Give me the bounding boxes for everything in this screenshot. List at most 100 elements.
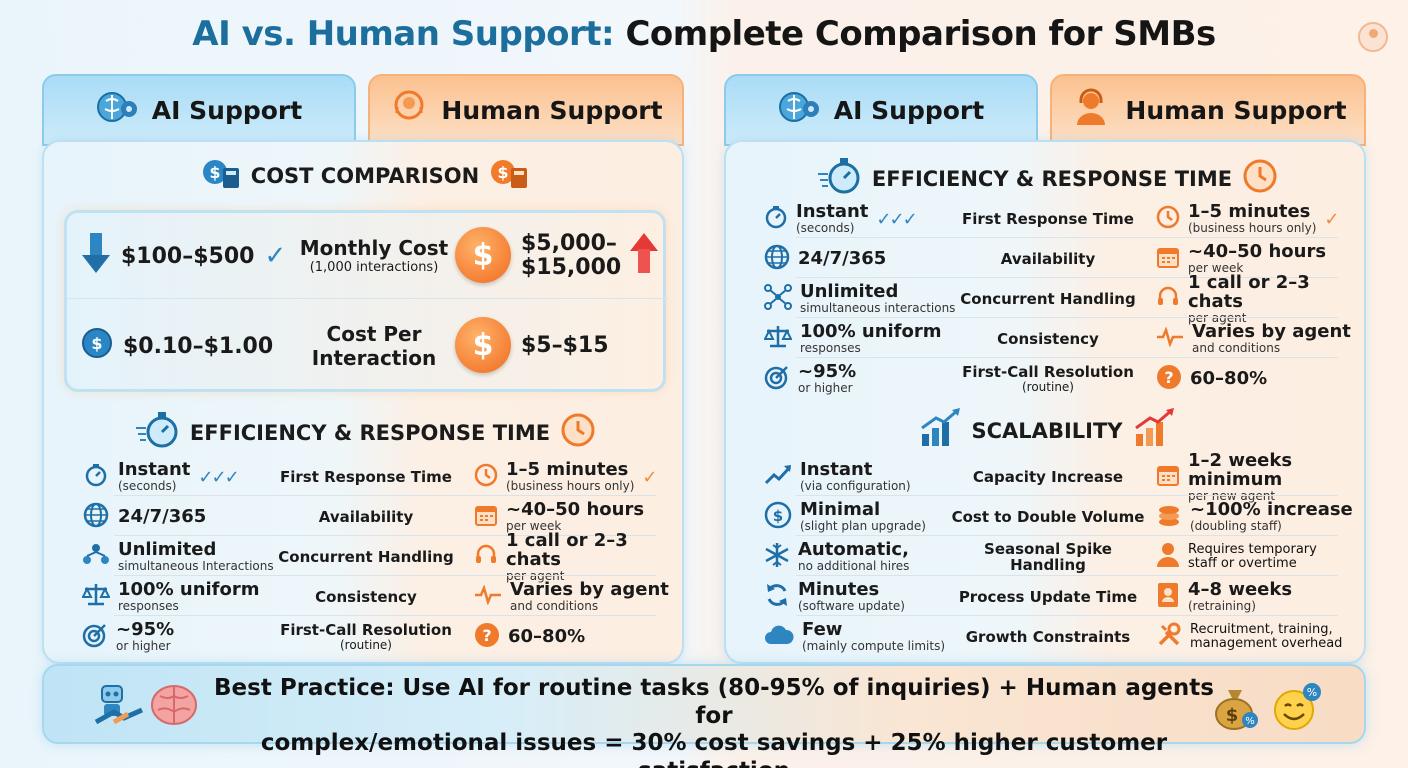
best-practice-text: Best Practice: Use AI for routine tasks … — [194, 675, 1234, 768]
robot-handshake-icon — [92, 682, 146, 738]
stopwatch-icon — [134, 410, 180, 455]
scal-label-text-3: Process Update Time — [958, 587, 1138, 606]
right-eff-label-2: Concurrent Handling — [946, 280, 1150, 318]
scal-ai-sub-4: (mainly compute limits) — [802, 639, 945, 654]
left-eff-human-main-2: 1 call or 2–3 chats — [506, 529, 628, 570]
right-eff-human-3: Varies by agent and conditions — [1156, 320, 1351, 358]
balance-scale-icon — [763, 324, 793, 354]
scal-ai-main-0: Instant — [800, 459, 873, 481]
left-eff-label-2: Concurrent Handling — [264, 538, 468, 576]
cost-ai-monthly-value: $100–$500 — [121, 243, 255, 269]
left-eff-label-text-4: First-Call Resolution — [280, 621, 452, 640]
right-eff-label-sub-4: (routine) — [1021, 379, 1074, 394]
left-eff-human-0: 1–5 minutes (business hours only) ✓ — [474, 458, 658, 496]
scal-ai-sub-3: (software update) — [798, 599, 905, 614]
question-icon: ? — [474, 622, 500, 652]
network-users-icon — [82, 542, 110, 572]
left-eff-label-text-1: Availability — [318, 507, 414, 526]
right-eff-label-text-1: Availability — [1000, 249, 1096, 268]
cost-human-per-interaction: $5–$15 — [521, 303, 609, 389]
left-eff-ai-4: ~95% or higher — [82, 618, 174, 656]
cost-label-per-line2: Interaction — [311, 346, 437, 370]
scal-label-0: Capacity Increase — [946, 458, 1150, 496]
right-eff-ai-sub-0: (seconds) — [796, 221, 855, 236]
scalability-title: SCALABILITY — [971, 418, 1123, 443]
growth-chart-orange-icon — [1132, 408, 1176, 453]
right-eff-row-availability: 24/7/365 Availability ~40–50 hours per we… — [726, 240, 1368, 278]
scal-row-growth: Few (mainly compute limits) Growth Constr… — [726, 618, 1368, 656]
network-nodes-icon — [764, 284, 792, 314]
pulse-wave-icon — [474, 584, 502, 609]
human-head-icon — [389, 87, 429, 133]
dollar-coin-icon: $ — [455, 227, 511, 283]
scal-ai-3: Minutes (software update) — [764, 578, 905, 616]
right-eff-ai-1: 24/7/365 — [764, 240, 886, 278]
right-eff-label-text-0: First Response Time — [962, 209, 1134, 228]
scal-row-cost-double: $ Minimal (slight plan upgrade) Cost to D… — [726, 498, 1368, 536]
up-arrow-icon — [629, 231, 659, 281]
brain-gear-icon — [96, 87, 140, 133]
best-practice-line2: complex/emotional issues = 30% cost savi… — [260, 730, 1168, 768]
right-eff-human-main-1: ~40–50 hours — [1188, 241, 1327, 263]
scal-human-main-0: 1–2 weeks minimum — [1188, 449, 1293, 490]
brain-icon — [148, 682, 200, 734]
target-icon — [764, 364, 790, 394]
clock-icon — [1156, 205, 1180, 233]
headset-icon — [1156, 285, 1180, 313]
cost-comparison-title: COST COMPARISON — [250, 163, 480, 188]
best-practice-banner: Best Practice: Use AI for routine tasks … — [42, 664, 1366, 768]
left-eff-label-0: First Response Time — [264, 458, 468, 496]
contact-book-icon — [1156, 582, 1180, 612]
user-avatar-icon[interactable] — [1358, 22, 1388, 52]
scal-ai-sub-0: (via configuration) — [800, 479, 911, 494]
right-eff-label-1: Availability — [946, 240, 1150, 278]
left-eff-human-1: ~40–50 hours per week — [474, 498, 644, 536]
scal-human-main-4: Recruitment, training, — [1190, 622, 1333, 638]
pulse-wave-icon — [1156, 326, 1184, 351]
right-eff-human-main-0: 1–5 minutes — [1188, 201, 1311, 223]
cost-label-per-interaction: Cost Per Interaction — [279, 303, 469, 389]
scal-human-main-1: ~100% increase — [1190, 499, 1353, 521]
title-part-rest: Complete Comparison for SMBs — [625, 14, 1216, 54]
stopwatch-icon — [816, 156, 862, 201]
right-eff-label-3: Consistency — [946, 320, 1150, 358]
clock-orange-icon — [560, 412, 596, 453]
right-eff-ai-main-4: ~95% — [798, 361, 857, 383]
scal-label-text-1: Cost to Double Volume — [951, 507, 1145, 526]
person-icon — [1156, 542, 1180, 572]
clock-icon — [474, 463, 498, 491]
left-eff-ai-sub-3: responses — [118, 599, 179, 614]
right-eff-label-text-3: Consistency — [997, 329, 1099, 348]
left-eff-row-resolution: ~95% or higher First-Call Resolution (rout… — [44, 618, 686, 656]
right-panel-body: EFFICIENCY & RESPONSE TIME Instant (secon… — [724, 140, 1366, 664]
tab-ai-label-right: AI Support — [833, 95, 985, 125]
tab-human-support-right: Human Support — [1050, 74, 1366, 146]
coin-stack-icon — [1156, 502, 1182, 532]
left-eff-label-text-3: Consistency — [315, 587, 417, 606]
left-eff-ai-main-1: 24/7/365 — [118, 505, 207, 527]
scal-ai-1: $ Minimal (slight plan upgrade) — [764, 498, 926, 536]
dollar-calculator-orange-icon: $ — [489, 156, 529, 195]
right-eff-label-text-2: Concurrent Handling — [960, 289, 1136, 308]
left-eff-ai-sub-0: (seconds) — [118, 479, 177, 494]
left-eff-human-sub-1: per week — [506, 519, 562, 534]
svg-text:$: $ — [91, 334, 102, 353]
scal-human-4: Recruitment, training, management overhea… — [1156, 618, 1342, 656]
globe-icon — [82, 502, 110, 532]
scal-human-1: ~100% increase (doubling staff) — [1156, 498, 1353, 536]
tab-human-label-right: Human Support — [1125, 95, 1347, 125]
right-eff-ai-sub-2: simultaneous interactions — [800, 301, 956, 316]
right-eff-human-2: 1 call or 2–3 chats per agent — [1156, 273, 1368, 324]
cost-human-monthly: $5,000– $15,000 — [521, 213, 659, 299]
cost-row-per-interaction: $ $0.10–$1.00 Cost Per Interaction $ $5–… — [67, 303, 669, 389]
right-eff-ai-main-1: 24/7/365 — [798, 247, 887, 269]
left-eff-ai-1: 24/7/365 — [82, 498, 206, 536]
best-practice-line1: Best Practice: Use AI for routine tasks … — [214, 675, 1214, 729]
right-eff-ai-sub-4: or higher — [798, 381, 853, 396]
right-eff-ai-3: 100% uniform responses — [763, 320, 942, 358]
trend-up-icon — [764, 463, 792, 491]
scal-ai-2: Automatic, no additional hires — [764, 538, 909, 576]
scal-row-seasonal: Automatic, no additional hires Seasonal S… — [726, 538, 1368, 576]
right-eff-ai-main-2: Unlimited — [800, 281, 899, 303]
scal-ai-0: Instant (via configuration) — [764, 458, 911, 496]
